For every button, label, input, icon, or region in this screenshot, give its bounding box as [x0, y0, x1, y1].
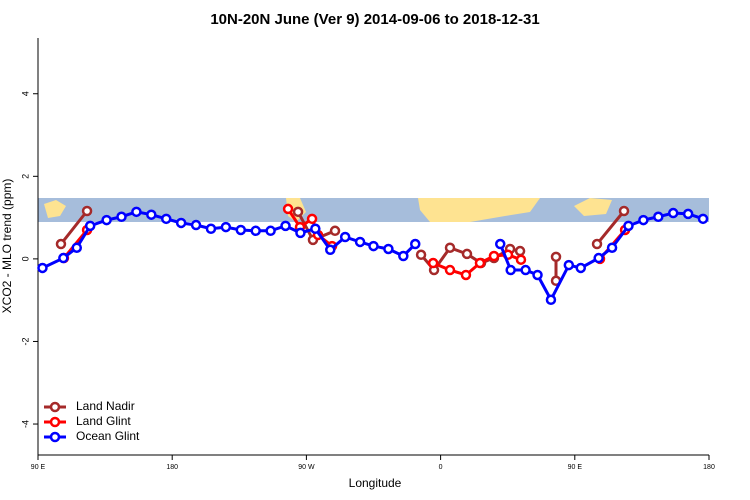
data-point — [292, 206, 304, 218]
data-point — [310, 223, 321, 234]
data-point — [514, 245, 526, 257]
data-point — [71, 242, 83, 253]
data-point — [175, 217, 187, 229]
x-tick-label: 90 E — [31, 464, 46, 471]
data-point — [265, 225, 276, 237]
y-tick-label: -2 — [20, 337, 30, 345]
data-point — [427, 257, 439, 269]
data-point — [131, 206, 142, 218]
series-line — [41, 210, 704, 303]
data-point — [282, 203, 294, 215]
data-point — [494, 238, 506, 250]
y-axis-label: XCO2 - MLO trend (ppm) — [0, 179, 14, 314]
legend-label: Land Glint — [76, 414, 131, 428]
x-tick-label: 180 — [166, 464, 178, 471]
data-point — [205, 223, 217, 234]
y-tick-label: 0 — [20, 256, 30, 261]
data-point — [220, 221, 232, 233]
data-point — [398, 250, 409, 262]
data-point — [591, 238, 603, 250]
data-point — [81, 205, 93, 217]
data-point — [563, 259, 575, 271]
legend-swatch-marker — [49, 416, 61, 428]
data-point — [339, 231, 351, 243]
data-point — [697, 213, 709, 225]
data-point — [474, 257, 486, 269]
data-point — [532, 269, 543, 281]
data-point — [325, 244, 336, 256]
data-point — [515, 254, 527, 265]
data-point — [354, 236, 366, 248]
legend-label: Ocean Glint — [76, 429, 140, 443]
x-tick-label: 90 E — [568, 464, 583, 471]
data-point — [653, 211, 664, 223]
data-point — [190, 219, 202, 231]
data-point — [368, 240, 379, 252]
data-point — [58, 252, 69, 264]
x-tick-label: 0 — [439, 464, 443, 471]
x-axis-label: Longitude — [349, 476, 402, 490]
data-point — [444, 264, 456, 276]
data-point — [575, 262, 587, 274]
data-point — [329, 225, 341, 237]
data-point — [488, 250, 500, 262]
data-point — [461, 248, 473, 260]
map-land — [418, 198, 540, 222]
data-point — [295, 227, 306, 239]
data-point — [606, 242, 618, 253]
data-point — [116, 211, 127, 223]
y-tick-label: 4 — [20, 91, 30, 96]
map-land — [574, 198, 612, 216]
legend-swatch-marker — [49, 401, 61, 413]
data-point — [550, 251, 562, 263]
data-point — [383, 243, 394, 255]
data-point — [160, 213, 172, 225]
data-point — [280, 220, 291, 232]
data-point — [55, 238, 67, 250]
data-point — [638, 214, 649, 226]
map-land — [44, 200, 66, 218]
x-tick-label: 90 W — [298, 464, 315, 471]
data-point — [250, 225, 261, 237]
data-point — [101, 214, 112, 226]
y-tick-label: -4 — [20, 420, 30, 428]
data-point — [593, 252, 604, 264]
legend-label: Land Nadir — [76, 399, 135, 413]
data-point — [84, 220, 96, 232]
data-point — [667, 207, 679, 219]
chart-title: 10N-20N June (Ver 9) 2014-09-06 to 2018-… — [210, 11, 539, 28]
data-point — [682, 208, 694, 220]
data-point — [618, 205, 630, 217]
data-point — [146, 209, 157, 220]
y-tick-label: 2 — [20, 174, 30, 179]
data-point — [623, 220, 634, 232]
legend-swatch-marker — [49, 431, 61, 443]
data-point — [520, 264, 531, 276]
data-point — [306, 213, 318, 225]
data-point — [415, 249, 427, 261]
data-point — [410, 238, 421, 250]
data-point — [37, 262, 48, 274]
data-point — [444, 242, 456, 253]
data-point — [235, 224, 247, 236]
data-point — [505, 264, 516, 276]
x-tick-label: 180 — [703, 464, 715, 471]
data-point — [545, 294, 557, 306]
data-point — [460, 269, 472, 281]
